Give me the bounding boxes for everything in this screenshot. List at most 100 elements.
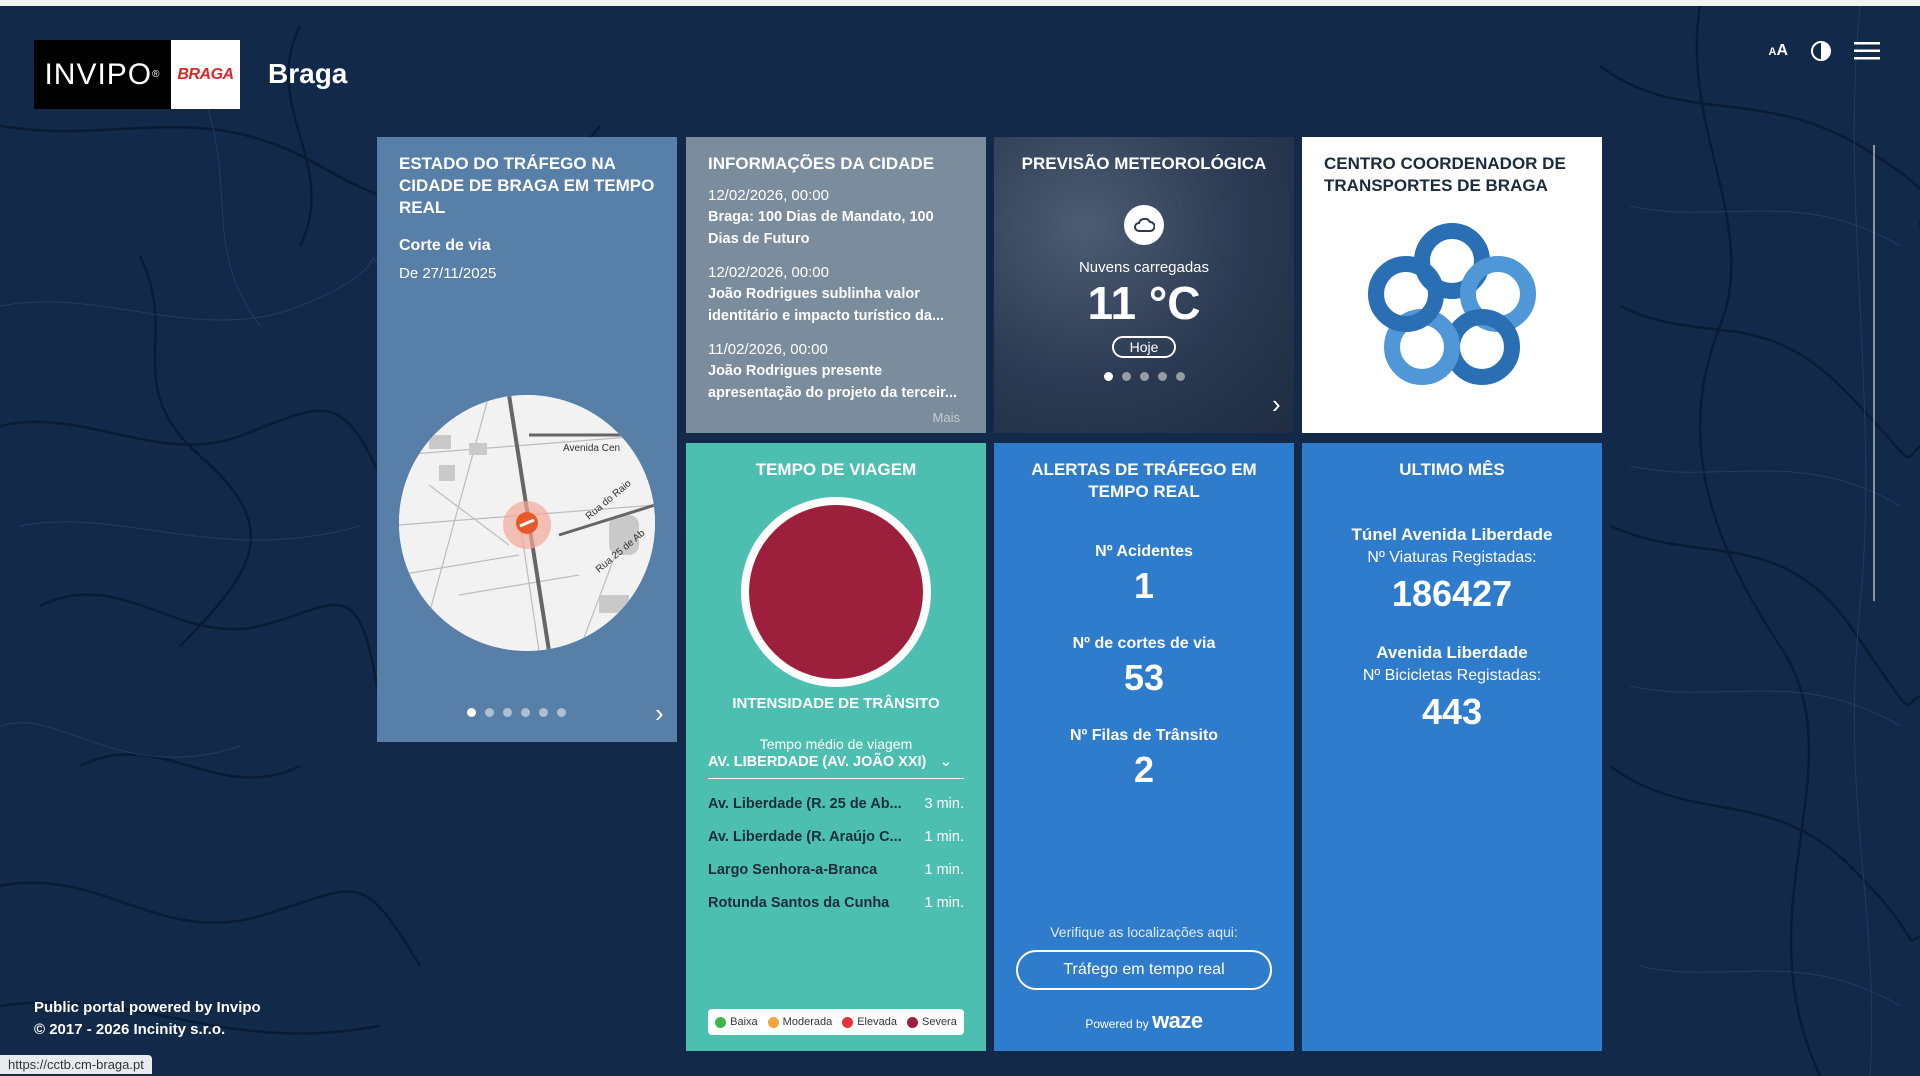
background-map xyxy=(0,6,1920,1076)
route-select[interactable]: AV. LIBERDADE (AV. JOÃO XXI) ⌄ xyxy=(708,754,964,779)
status-bar-url: https://cctb.cm-braga.pt xyxy=(0,1055,152,1074)
legend-label: Baixa xyxy=(730,1016,758,1028)
scrollbar[interactable] xyxy=(1873,145,1875,601)
slide-dot[interactable] xyxy=(503,708,512,717)
lm-value: 443 xyxy=(1421,691,1483,732)
traffic-alerts-title: Alertas de tráfego em tempo real xyxy=(1031,460,1257,501)
slide-dot[interactable] xyxy=(1175,372,1185,381)
slide-dot[interactable] xyxy=(467,708,476,717)
last-month-item: Túnel Avenida Liberdade Nº Viaturas Regi… xyxy=(1324,525,1580,615)
route-name: Rotunda Santos da Cunha xyxy=(708,895,890,911)
footer-powered[interactable]: Public portal powered by Invipo xyxy=(34,999,261,1016)
traffic-state-tile[interactable]: Estado do tráfego na cidade de Braga em … xyxy=(377,137,677,742)
invipo-logo[interactable]: INVIPO ® xyxy=(34,40,171,109)
contrast-icon[interactable] xyxy=(1810,40,1832,62)
waze-logo: waze xyxy=(1152,1008,1203,1033)
live-traffic-button[interactable]: Tráfego em tempo real xyxy=(1016,950,1272,990)
legend-item: Moderada xyxy=(767,1016,833,1028)
page-title: Braga xyxy=(268,58,348,89)
stat-label: Nº Filas de Trânsito xyxy=(1069,727,1219,744)
travel-time-tile[interactable]: Tempo de viagem Intensidade de trânsito … xyxy=(686,443,986,1051)
stat-value: 1 xyxy=(1133,565,1155,606)
alert-stat: Nº de cortes de via 53 xyxy=(1016,635,1272,699)
news-date: 12/02/2026, 00:00 xyxy=(708,264,829,281)
last-month-tile[interactable]: Ultimo mês Túnel Avenida Liberdade Nº Vi… xyxy=(1302,443,1602,1051)
today-button[interactable]: Hoje xyxy=(1111,336,1177,358)
event-map[interactable]: Avenida Cen Rua do Raio Rua 25 de Ab xyxy=(399,395,655,651)
slide-dot[interactable] xyxy=(539,708,548,717)
stat-label: Nº Acidentes xyxy=(1095,543,1193,560)
powered-by-waze[interactable]: Powered by waze xyxy=(994,1008,1294,1034)
braga-logo-text: BRAGA xyxy=(177,65,234,83)
news-item[interactable]: 12/02/2026, 00:00 Braga: 100 Dias de Man… xyxy=(708,187,964,250)
route-row[interactable]: Av. Liberdade (R. Araújo C... 1 min. xyxy=(708,829,964,845)
braga-logo[interactable]: BRAGA xyxy=(171,40,240,109)
avg-time-label: Tempo médio de viagem xyxy=(759,736,913,752)
weather-tile[interactable]: Previsão meteorológica Nuvens carregadas… xyxy=(994,137,1294,433)
map-street-label: Avenida Cen xyxy=(563,443,620,454)
transport-center-title: Centro Coordenador de Transportes de Bra… xyxy=(1324,154,1566,195)
hamburger-menu-icon[interactable] xyxy=(1854,41,1880,61)
chevron-right-icon[interactable]: › xyxy=(1272,389,1281,419)
news-text: Braga: 100 Dias de Mandato, 100 Dias de … xyxy=(708,209,934,247)
lm-label: Nº Bicicletas Registadas: xyxy=(1362,667,1542,684)
traffic-event-type: Corte de via xyxy=(399,237,491,254)
more-link[interactable]: Mais xyxy=(932,410,960,425)
intensity-label: Intensidade de trânsito xyxy=(732,695,940,712)
route-row[interactable]: Av. Liberdade (R. 25 de Ab... 3 min. xyxy=(708,796,964,812)
route-time: 1 min. xyxy=(924,895,965,911)
cloud-icon xyxy=(1124,205,1164,245)
legend-swatch xyxy=(715,1016,727,1028)
header-tools: AA xyxy=(1768,40,1880,62)
route-name: Largo Senhora-a-Branca xyxy=(708,862,878,878)
city-info-title: Informações da cidade xyxy=(708,154,935,173)
last-month-item: Avenida Liberdade Nº Bicicletas Registad… xyxy=(1324,643,1580,733)
chevron-right-icon[interactable]: › xyxy=(655,698,664,728)
route-row[interactable]: Largo Senhora-a-Branca 1 min. xyxy=(708,862,964,878)
stat-label: Nº de cortes de via xyxy=(1072,635,1216,652)
legend-swatch xyxy=(842,1016,854,1028)
slide-dot[interactable] xyxy=(1157,372,1167,381)
legend-item: Baixa xyxy=(715,1016,758,1028)
slide-dot[interactable] xyxy=(1103,372,1113,381)
slide-dot[interactable] xyxy=(1121,372,1131,381)
traffic-alerts-tile[interactable]: Alertas de tráfego em tempo real Nº Acid… xyxy=(994,443,1294,1051)
lm-place: Túnel Avenida Liberdade xyxy=(1351,525,1553,544)
route-time: 1 min. xyxy=(924,829,965,845)
traffic-state-title: Estado do tráfego na cidade de Braga em … xyxy=(399,154,655,217)
slide-dot[interactable] xyxy=(557,708,566,717)
alert-stat: Nº Filas de Trânsito 2 xyxy=(1016,727,1272,791)
legend-item: Elevada xyxy=(842,1016,897,1028)
font-size-button[interactable]: AA xyxy=(1768,42,1788,59)
intensity-indicator xyxy=(741,497,931,687)
verify-label: Verifique as localizações aqui: xyxy=(1050,924,1238,940)
invipo-logo-text: INVIPO xyxy=(44,57,153,91)
legend-label: Elevada xyxy=(857,1016,897,1028)
lm-value: 186427 xyxy=(1391,573,1513,614)
route-row[interactable]: Rotunda Santos da Cunha 1 min. xyxy=(708,895,964,911)
traffic-slide-dots xyxy=(467,708,566,717)
weather-temperature: 11 °C xyxy=(1087,277,1201,329)
legend-label: Moderada xyxy=(782,1016,833,1028)
news-date: 11/02/2026, 00:00 xyxy=(708,341,828,358)
route-name: Av. Liberdade (R. Araújo C... xyxy=(708,829,902,845)
route-name: Av. Liberdade (R. 25 de Ab... xyxy=(708,796,902,812)
slide-dot[interactable] xyxy=(521,708,530,717)
route-time: 1 min. xyxy=(924,862,965,878)
browser-top-strip xyxy=(0,0,1920,6)
travel-time-title: Tempo de viagem xyxy=(755,460,917,479)
last-month-title: Ultimo mês xyxy=(1399,460,1505,479)
news-item[interactable]: 12/02/2026, 00:00 João Rodrigues sublinh… xyxy=(708,264,964,327)
news-item[interactable]: 11/02/2026, 00:00 João Rodrigues present… xyxy=(708,341,964,404)
powered-by-label: Powered by xyxy=(1085,1017,1149,1031)
slide-dot[interactable] xyxy=(485,708,494,717)
legend-item: Severa xyxy=(906,1016,957,1028)
city-info-tile[interactable]: Informações da cidade 12/02/2026, 00:00 … xyxy=(686,137,986,433)
weather-title: Previsão meteorológica xyxy=(1021,154,1267,173)
traffic-event-date: De 27/11/2025 xyxy=(399,265,497,282)
legend-swatch xyxy=(767,1016,779,1028)
news-date: 12/02/2026, 00:00 xyxy=(708,187,829,204)
transport-center-tile[interactable]: Centro Coordenador de Transportes de Bra… xyxy=(1302,137,1602,433)
route-select-value: AV. LIBERDADE (AV. JOÃO XXI) xyxy=(708,754,927,770)
slide-dot[interactable] xyxy=(1139,372,1149,381)
